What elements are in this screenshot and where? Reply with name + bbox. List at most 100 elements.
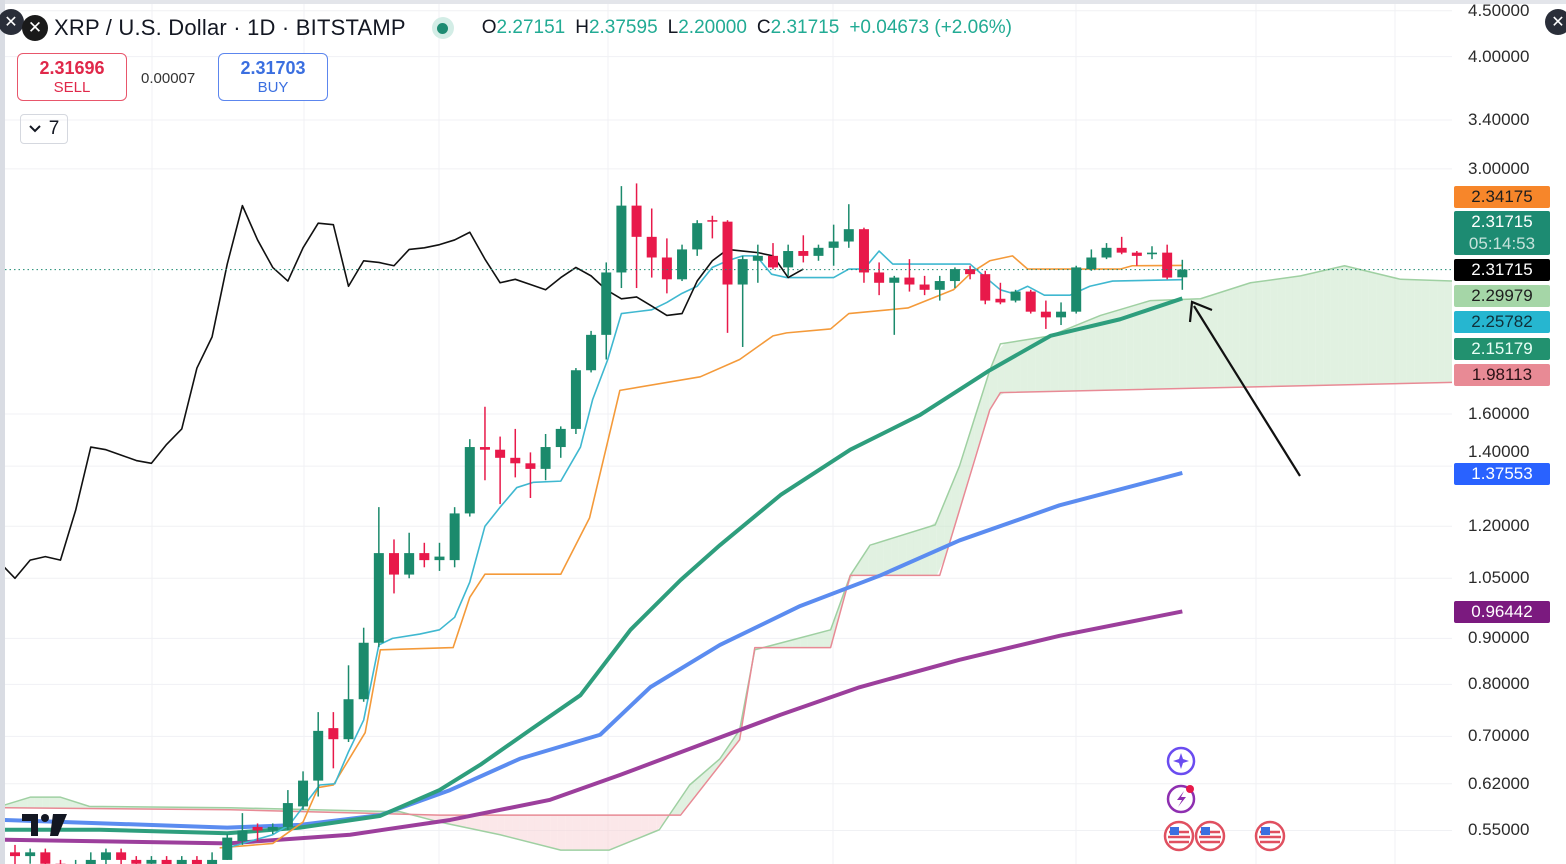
cloud-segment	[800, 635, 808, 648]
us-flag-event-icon[interactable]	[1163, 820, 1195, 852]
candle	[10, 844, 20, 864]
candle	[798, 235, 809, 263]
candle-body	[479, 447, 490, 450]
candle	[191, 856, 202, 864]
indicator-lines	[5, 204, 1452, 851]
kijun-line	[219, 255, 1183, 849]
cloud-segment	[944, 483, 952, 560]
cloud-segment	[1414, 279, 1422, 384]
cloud-segment	[1323, 268, 1331, 386]
candle-body	[176, 859, 187, 864]
indicators-toggle-button[interactable]: 7	[20, 114, 68, 144]
candle	[586, 330, 597, 373]
candle	[419, 542, 430, 568]
price-axis-label: 3.00000	[1468, 158, 1530, 178]
candle	[161, 856, 172, 864]
candle	[858, 227, 869, 283]
candle	[298, 771, 309, 810]
overlay	[5, 269, 1452, 477]
candle-body	[752, 255, 763, 261]
market-open-status-icon	[431, 17, 454, 39]
price-axis-label: 0.70000	[1468, 726, 1530, 746]
sparkle-event-icon[interactable]	[1165, 745, 1197, 777]
candle	[949, 267, 960, 289]
candle-body	[10, 852, 20, 857]
candle	[1056, 302, 1067, 326]
candle	[646, 208, 657, 278]
lightning-event-icon[interactable]	[1165, 782, 1199, 814]
close-label: C	[756, 17, 771, 38]
cloud-segment	[724, 740, 733, 759]
us-flag-event-icon[interactable]	[1194, 820, 1226, 852]
low-label: L	[667, 17, 679, 38]
cloud-segment	[951, 466, 960, 535]
candle	[222, 834, 233, 860]
candle	[843, 204, 854, 248]
cloud-segment	[610, 815, 619, 850]
candle-body	[798, 251, 809, 256]
price-badge-value: 2.31715	[1471, 212, 1533, 231]
candle	[768, 243, 778, 270]
cloud-segment	[891, 536, 899, 576]
candle-body	[191, 859, 202, 864]
candle	[237, 813, 248, 845]
candle-body	[949, 269, 960, 282]
cloud-segment	[1042, 335, 1051, 392]
candle-body	[1177, 269, 1188, 278]
candle	[146, 856, 157, 864]
candle-body	[874, 272, 885, 283]
bar-countdown-timer: 05:14:53	[1468, 234, 1536, 253]
candle-body	[1040, 311, 1051, 318]
cloud-segment	[512, 815, 520, 840]
us-flag-event-icon[interactable]	[1254, 820, 1286, 852]
buy-button[interactable]: 2.31703 BUY	[218, 53, 328, 101]
close-icon-right[interactable]: ✕	[1545, 9, 1566, 35]
cloud-segment	[1224, 288, 1233, 388]
candle-body	[677, 249, 688, 280]
cloud-segment	[641, 815, 649, 838]
candle	[389, 539, 399, 594]
candle	[449, 507, 460, 568]
cloud-segment	[542, 815, 551, 848]
price-badge: 0.96442	[1454, 601, 1550, 623]
price-badge: 2.31715 05:14:53	[1454, 211, 1550, 255]
candle-body	[464, 447, 475, 514]
candles	[10, 183, 1188, 864]
arrow-head-icon	[1188, 300, 1213, 323]
cloud-segment	[1429, 280, 1438, 383]
candle-body	[843, 229, 854, 242]
xrp-logo-icon: ✕	[22, 15, 48, 41]
candle-body	[934, 281, 945, 290]
symbol-title[interactable]: XRP / U.S. Dollar · 1D · BITSTAMP	[54, 15, 406, 40]
cloud-segment	[830, 607, 839, 648]
cloud-segment	[656, 815, 664, 831]
candle-body	[919, 284, 930, 290]
change-value: +0.04673 (+2.06%)	[849, 17, 1013, 38]
cloud-segment	[1353, 267, 1362, 385]
cloud-segment	[27, 797, 35, 809]
candle-body	[646, 236, 657, 258]
sell-button[interactable]: 2.31696 SELL	[17, 53, 127, 101]
candle	[1116, 236, 1127, 255]
candle	[479, 406, 490, 481]
candle	[25, 848, 36, 864]
indicators-count: 7	[48, 118, 60, 139]
candle	[85, 852, 96, 864]
spread-value: 0.00007	[141, 70, 196, 87]
candle	[1177, 259, 1188, 290]
cloud-segment	[1133, 303, 1142, 390]
candle	[1040, 300, 1051, 329]
cloud-segment	[618, 815, 626, 847]
candle-body	[222, 837, 233, 860]
candle	[1147, 246, 1157, 260]
candle	[1086, 249, 1097, 271]
cloud-segment	[1247, 282, 1256, 388]
chevron-down-icon	[28, 125, 41, 133]
price-axis-label: 0.80000	[1468, 674, 1530, 694]
candle-body	[146, 859, 157, 864]
close-icon[interactable]: ✕	[0, 9, 24, 35]
price-badge-value: 2.15179	[1471, 339, 1533, 358]
cloud-segment	[1035, 337, 1043, 392]
cloud-segment	[1012, 340, 1021, 393]
